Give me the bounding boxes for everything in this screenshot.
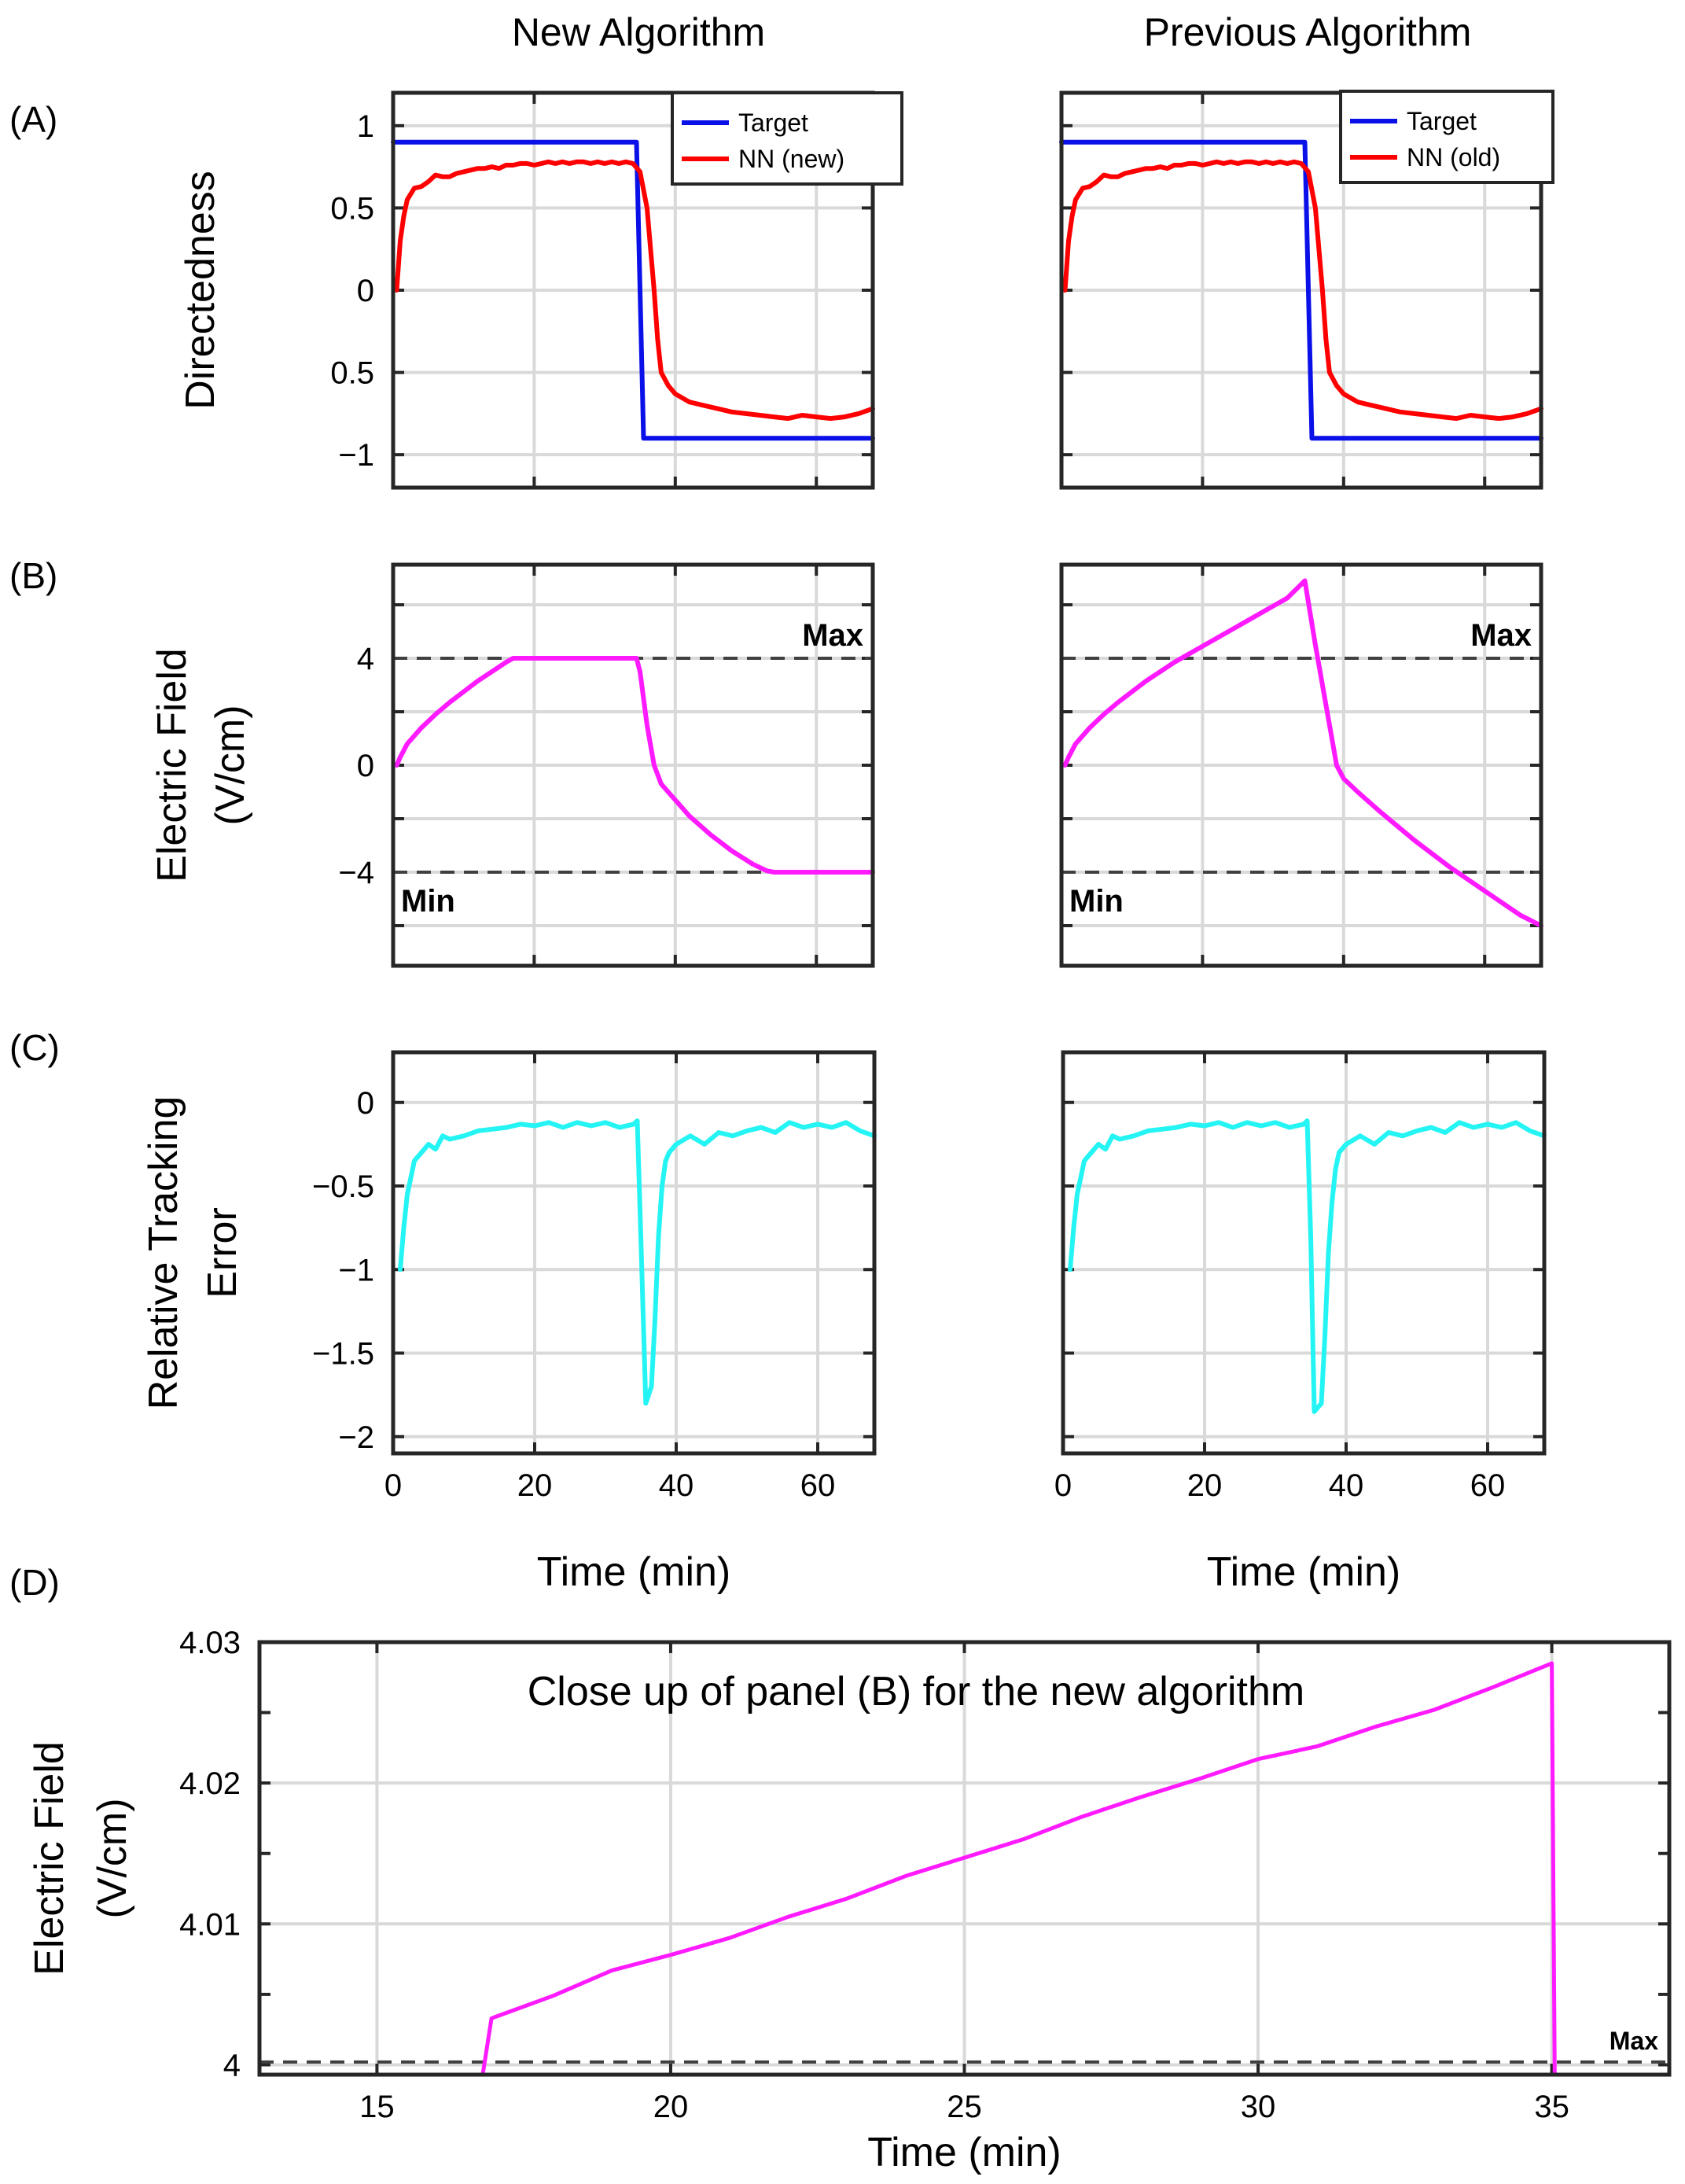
- y-tick-label: 4.03: [179, 1626, 241, 1660]
- x-tick-label: 30: [1241, 2090, 1276, 2124]
- panel-letter: (C): [9, 1027, 60, 1068]
- series-line-target: [1059, 139, 1543, 441]
- y-axis-label-units: (V/cm): [90, 1798, 135, 1918]
- max-label: Max: [1610, 2027, 1658, 2055]
- y-tick-label: 0: [357, 1086, 374, 1121]
- plot-frame: [1059, 90, 1543, 490]
- x-tick-label: 40: [659, 1468, 694, 1503]
- x-tick-label: 20: [1187, 1468, 1223, 1503]
- y-axis-label: Directedness: [178, 171, 223, 409]
- panel-letter: (B): [9, 555, 57, 596]
- y-tick-label: −4: [338, 856, 374, 890]
- y-tick-label: −1: [338, 438, 374, 473]
- x-tick-label: 25: [947, 2090, 982, 2124]
- x-tick-label: 60: [800, 1468, 836, 1503]
- legend-entry: NN (new): [738, 145, 844, 173]
- panel-A-new: −1 0.5 0 0.5 1 Directedness (A) Target NN (new): [9, 90, 903, 490]
- series-line-trace: [394, 656, 875, 875]
- min-label: Min: [401, 884, 455, 919]
- x-tick-label: 0: [384, 1468, 402, 1503]
- y-tick-label: −1.5: [312, 1337, 374, 1372]
- y-tick-label: 0.5: [330, 191, 374, 226]
- panel-D: 4 4.01 4.02 4.03 15 20 25 30 35 Time (min) Electri…: [9, 1562, 1672, 2175]
- series-line-trace: [480, 1661, 1557, 2077]
- plot-frame: [1059, 562, 1543, 968]
- series-line-nn-old-: [1062, 159, 1543, 422]
- column-title-previous: Previous Algorithm: [1144, 10, 1472, 54]
- panel-letter: (D): [9, 1562, 60, 1603]
- series-line-trace: [1068, 1118, 1547, 1414]
- y-axis-label-units: (V/cm): [208, 705, 253, 825]
- legend-entry: Target: [1407, 107, 1477, 135]
- panel-B-old: Max Min: [1059, 562, 1543, 968]
- y-tick-label: −0.5: [312, 1169, 374, 1204]
- x-tick-label: 0: [1054, 1468, 1072, 1503]
- legend-box: [671, 91, 903, 186]
- x-tick-label: 15: [359, 2090, 395, 2124]
- legend-box: [1339, 90, 1554, 184]
- max-label: Max: [802, 618, 863, 653]
- y-axis-label: Electric Field: [27, 1741, 72, 1976]
- series-line-trace: [398, 1118, 877, 1406]
- plot-frame: [1061, 1050, 1547, 1456]
- plot-frame: [391, 1050, 877, 1456]
- y-tick-label: 4: [223, 2048, 241, 2083]
- panel-C-new: −2 −1.5 −1 −0.5 0 0 20 40 60 Time (min) Relative T…: [9, 1027, 877, 1595]
- legend: Target NN (old): [1339, 90, 1554, 184]
- y-tick-label: 0.5: [330, 356, 374, 391]
- panel-B-new: −4 0 4 Electric Field (V/cm) (B) Max Min: [9, 555, 875, 968]
- plot-frame: [257, 1640, 1672, 2077]
- y-tick-label: −1: [338, 1253, 374, 1287]
- legend-entry: Target: [738, 109, 808, 137]
- y-tick-label: −2: [338, 1420, 374, 1455]
- panel-C-old: 0 20 40 60 Time (min): [1054, 1050, 1547, 1595]
- y-axis-label-units: Error: [200, 1207, 245, 1298]
- panel-A-old: Target NN (old): [1059, 90, 1554, 490]
- x-tick-label: 20: [517, 1468, 553, 1503]
- panel-annotation: Close up of panel (B) for the new algori…: [528, 1669, 1305, 1714]
- x-axis-label: Time (min): [537, 1549, 731, 1595]
- y-tick-label: 4: [357, 642, 374, 676]
- panel-letter: (A): [9, 99, 57, 140]
- plot-frame: [391, 562, 875, 968]
- legend-entry: NN (old): [1407, 143, 1500, 171]
- max-label: Max: [1470, 618, 1532, 653]
- y-tick-label: 1: [357, 109, 374, 144]
- y-tick-label: 4.02: [179, 1766, 241, 1801]
- x-tick-label: 40: [1329, 1468, 1364, 1503]
- legend: Target NN (new): [671, 91, 903, 186]
- x-tick-label: 20: [653, 2090, 689, 2124]
- y-axis-label: Relative Tracking: [141, 1096, 186, 1410]
- min-label: Min: [1069, 884, 1124, 919]
- series-line-trace: [1062, 578, 1543, 928]
- series-line-nn-new-: [394, 159, 875, 422]
- y-tick-label: 0: [357, 749, 374, 783]
- column-title-new: New Algorithm: [512, 10, 765, 54]
- plot-frame: [391, 90, 875, 490]
- y-tick-label: 4.01: [179, 1907, 241, 1942]
- x-axis-label: Time (min): [867, 2130, 1061, 2175]
- y-tick-label: 0: [357, 274, 374, 308]
- x-tick-label: 60: [1470, 1468, 1506, 1503]
- x-axis-label: Time (min): [1207, 1549, 1401, 1595]
- series-line-target: [391, 139, 875, 441]
- y-axis-label: Electric Field: [149, 648, 195, 882]
- x-tick-label: 35: [1534, 2090, 1569, 2124]
